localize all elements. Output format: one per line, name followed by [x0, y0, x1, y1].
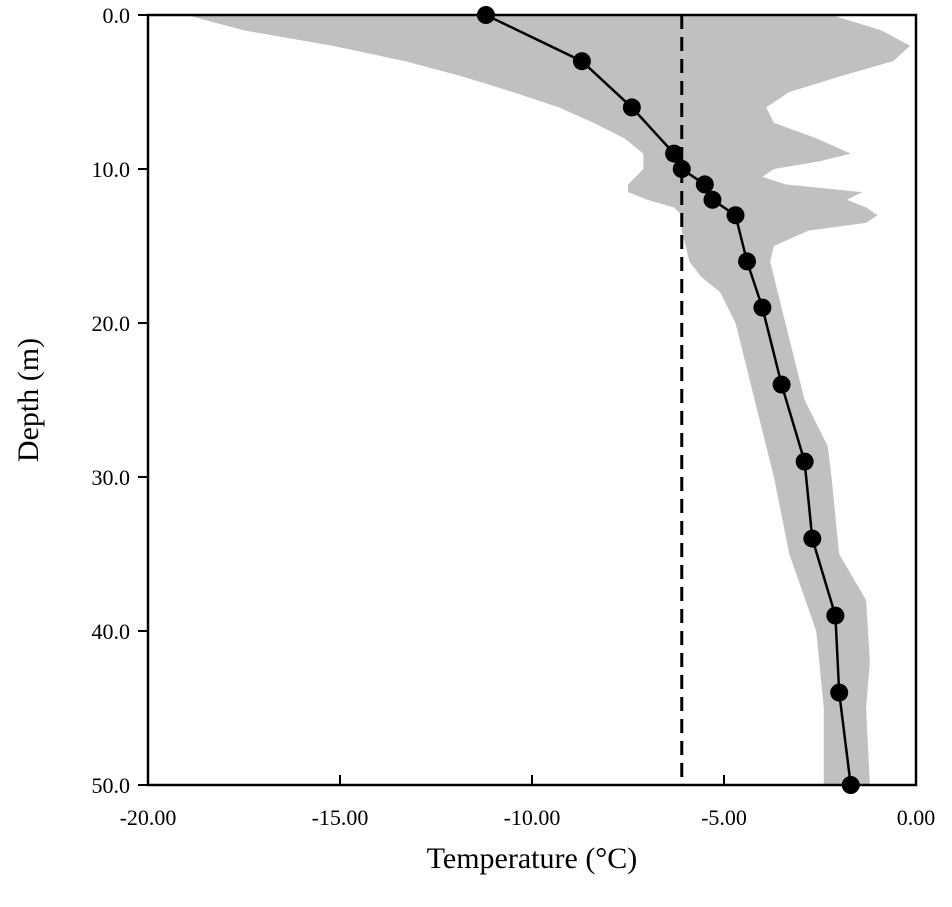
x-tick-label: 0.00	[897, 805, 936, 830]
y-tick-label: 50.0	[92, 773, 131, 798]
series-line-layer	[485, 13, 852, 786]
data-point-1	[572, 52, 591, 71]
y-tick-label: 20.0	[92, 311, 131, 336]
x-tick-label: -20.00	[120, 805, 177, 830]
x-tick-label: -5.00	[701, 805, 747, 830]
x-axis-title: Temperature (°C)	[427, 842, 638, 875]
data-point-14	[830, 683, 849, 702]
data-point-9	[753, 298, 772, 317]
series-line	[485, 13, 852, 786]
data-point-7	[726, 206, 745, 225]
data-point-12	[803, 529, 822, 548]
data-point-6	[703, 190, 722, 209]
y-axis-ticks: 0.0 10.0 20.0 30.0 40.0 50.0	[92, 3, 148, 798]
y-tick-label: 0.0	[103, 3, 131, 28]
data-point-13	[826, 606, 845, 625]
data-point-2	[622, 98, 641, 117]
series-marker-layer	[476, 6, 860, 794]
y-tick-label: 30.0	[92, 465, 131, 490]
range-band	[186, 15, 911, 785]
data-point-5	[695, 175, 714, 194]
data-point-8	[738, 252, 757, 271]
data-point-11	[795, 452, 814, 471]
x-tick-label: -15.00	[312, 805, 369, 830]
data-point-10	[772, 375, 791, 394]
y-tick-label: 10.0	[92, 157, 131, 182]
y-axis-title: Depth (m)	[12, 338, 45, 462]
x-axis-ticks: -20.00 -15.00 -10.00 -5.00 0.00	[120, 775, 936, 830]
x-tick-label: -10.00	[504, 805, 561, 830]
y-tick-label: 40.0	[92, 619, 131, 644]
range-band-layer	[186, 15, 911, 785]
data-point-4	[672, 160, 691, 178]
data-point-3	[665, 144, 684, 163]
